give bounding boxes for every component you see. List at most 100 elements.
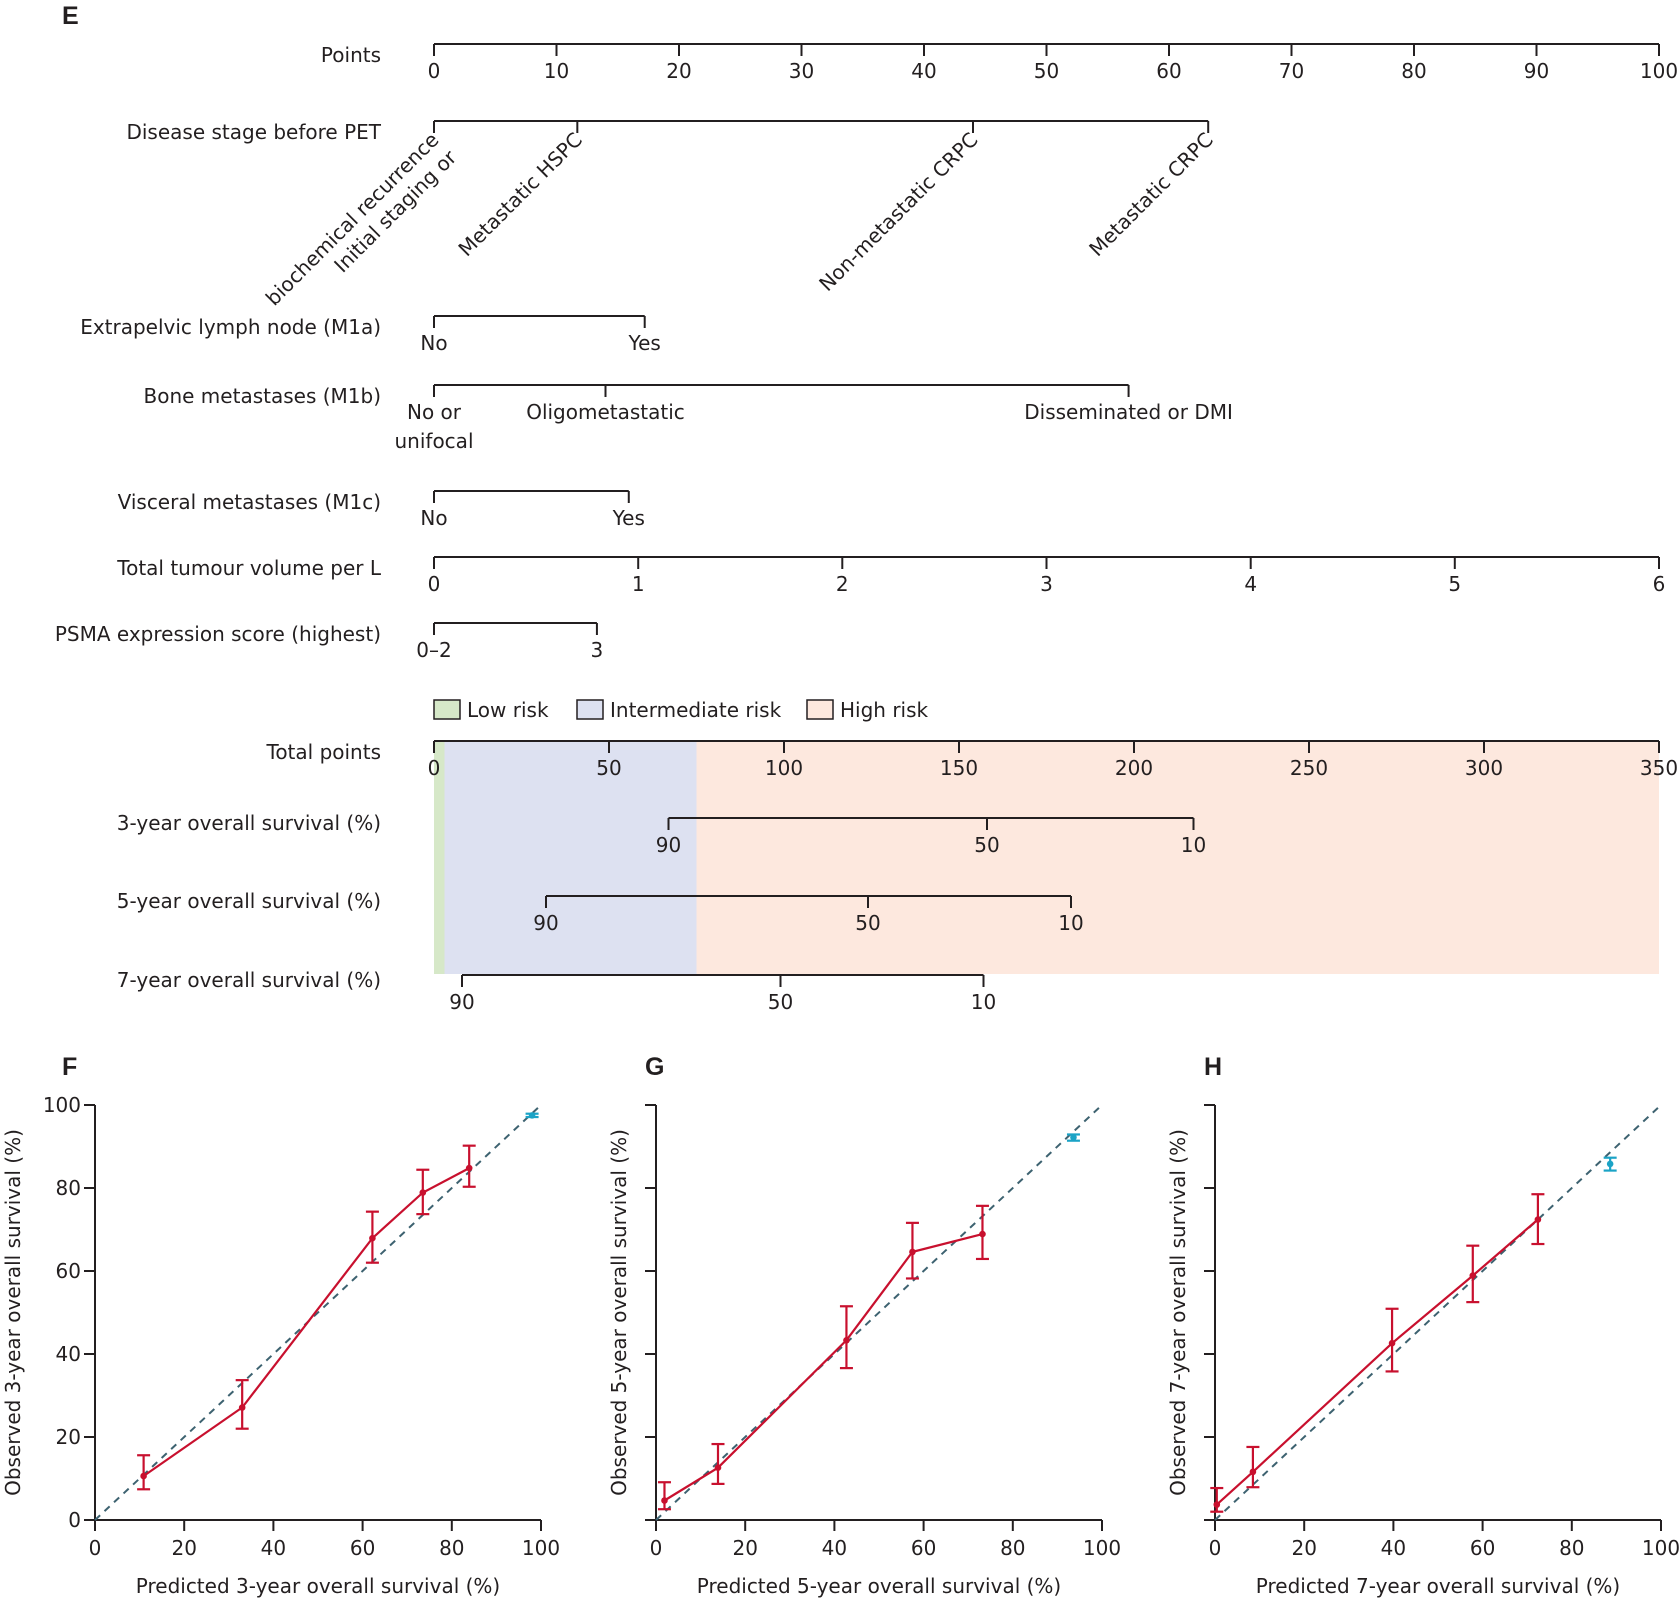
legend-label-low-risk: Low risk (467, 698, 549, 722)
calibration-point (661, 1497, 668, 1504)
legend-label-intermediate-risk: Intermediate risk (610, 698, 782, 722)
y-tick-label: 20 (56, 1425, 81, 1449)
3-year-overall-survival-tick-label: 10 (1181, 833, 1206, 857)
legend-swatch-high-risk (806, 699, 834, 720)
3-year-overall-survival-tick-label: 90 (656, 833, 681, 857)
calibration-point (1534, 1216, 1542, 1223)
disease-stage-before-pet-level-label: Metastatic CRPC (1084, 128, 1218, 262)
calibration-plot-g: 0 20 40 60 80 100 Predicted 5-year overall sur… (607, 1104, 1121, 1598)
points-tick-label: 50 (1034, 59, 1059, 83)
bone-metastases-m1b-level-label: No or (407, 400, 462, 424)
y-tick-label: 0 (68, 1508, 81, 1532)
reference-point (1070, 1134, 1077, 1141)
7-year-overall-survival-tick-label: 50 (768, 990, 793, 1014)
calibration-plot-h: 0 20 40 60 80 100 Predicted 7-year overall sur… (1166, 1104, 1680, 1598)
visceral-metastases-m1c-level-label: Yes (612, 506, 645, 530)
points-tick-label: 30 (789, 59, 814, 83)
x-tick-label: 80 (1559, 1536, 1584, 1560)
x-tick-label: 20 (732, 1536, 757, 1560)
calibration-line (1216, 1218, 1539, 1506)
calibration-point (1213, 1501, 1221, 1508)
total-tumour-volume-per-l-level-label: 3 (1040, 572, 1053, 596)
calibration-point (909, 1248, 916, 1256)
row-label-points: Points (321, 43, 381, 67)
ideal-calibration-line (655, 1104, 1103, 1521)
5-year-overall-survival-tick-label: 10 (1058, 911, 1083, 935)
legend-swatch-intermediate-risk (576, 699, 604, 720)
x-tick-label: 60 (911, 1536, 936, 1560)
total-points-tick-label: 0 (428, 756, 441, 780)
bone-metastases-m1b-level-label: Oligometastatic (526, 400, 685, 424)
total-points-tick-label: 200 (1115, 756, 1153, 780)
row-label-total-tumour-volume-per-l: Total tumour volume per L (116, 556, 382, 580)
total-points-tick-label: 250 (1290, 756, 1328, 780)
y-tick-label: 60 (56, 1259, 81, 1283)
row-label-total-points: Total points (266, 740, 382, 764)
total-tumour-volume-per-l-level-label: 0 (428, 572, 441, 596)
row-label-visceral-metastases-m1c: Visceral metastases (M1c) (118, 490, 381, 514)
x-axis-title: Predicted 5-year overall survival (%) (697, 1574, 1061, 1598)
risk-band-intermediate (444, 741, 697, 974)
calibration-point (419, 1189, 427, 1196)
visceral-metastases-m1c-level-label: No (420, 506, 447, 530)
risk-band-high (696, 741, 1659, 974)
x-tick-label: 100 (1083, 1536, 1121, 1560)
calibration-point (714, 1464, 722, 1472)
psma-expression-score-highest-level-label: 3 (591, 638, 604, 662)
ideal-calibration-line (1214, 1104, 1662, 1521)
points-tick-label: 100 (1640, 59, 1678, 83)
total-tumour-volume-per-l-level-label: 1 (632, 572, 645, 596)
row-label-3-year-overall-survival: 3-year overall survival (%) (117, 811, 381, 835)
level-text: Metastatic HSPC (453, 128, 586, 261)
psma-expression-score-highest-level-label: 0–2 (416, 638, 451, 662)
y-axis-title: Observed 5-year overall survival (%) (607, 1129, 631, 1496)
legend-swatch-low-risk (433, 699, 461, 720)
legend-label-high-risk: High risk (840, 698, 929, 722)
total-tumour-volume-per-l-level-label: 5 (1448, 572, 1461, 596)
x-axis-title: Predicted 7-year overall survival (%) (1256, 1574, 1620, 1598)
x-tick-label: 20 (1291, 1536, 1316, 1560)
x-tick-label: 100 (522, 1536, 560, 1560)
x-tick-label: 20 (171, 1536, 196, 1560)
extrapelvic-lymph-node-m1a-level-label: No (420, 331, 447, 355)
calibration-point (1469, 1272, 1477, 1279)
row-label-disease-stage-before-pet: Disease stage before PET (126, 120, 381, 144)
calibration-line (663, 1233, 983, 1502)
points-tick-label: 40 (911, 59, 936, 83)
panel-label-f: F (62, 1053, 77, 1081)
x-tick-label: 60 (1470, 1536, 1495, 1560)
x-tick-label: 40 (1381, 1536, 1406, 1560)
row-label-7-year-overall-survival: 7-year overall survival (%) (117, 968, 381, 992)
x-tick-label: 0 (89, 1536, 102, 1560)
x-tick-label: 0 (1209, 1536, 1222, 1560)
row-label-bone-metastases-m1b: Bone metastases (M1b) (144, 384, 381, 408)
calibration-plot-f: 0 20 40 60 80 100 0 20 40 60 80 100 Predicted 3-year… (1, 1093, 560, 1598)
total-points-tick-label: 150 (940, 756, 978, 780)
row-label-psma-expression-score-highest: PSMA expression score (highest) (55, 622, 381, 646)
points-tick-label: 70 (1279, 59, 1304, 83)
x-tick-label: 60 (350, 1536, 375, 1560)
x-tick-label: 100 (1642, 1536, 1680, 1560)
5-year-overall-survival-tick-label: 50 (855, 911, 880, 935)
extrapelvic-lymph-node-m1a-level-label: Yes (628, 331, 661, 355)
total-points-tick-label: 300 (1465, 756, 1503, 780)
disease-stage-before-pet-level-label: Non-metastatic CRPC (814, 128, 982, 296)
7-year-overall-survival-tick-label: 90 (449, 990, 474, 1014)
x-tick-label: 0 (650, 1536, 663, 1560)
x-tick-label: 40 (261, 1536, 286, 1560)
ideal-calibration-line (94, 1104, 542, 1521)
total-tumour-volume-per-l-level-label: 2 (836, 572, 849, 596)
points-tick-label: 90 (1524, 59, 1549, 83)
points-tick-label: 0 (428, 59, 441, 83)
calibration-point (238, 1404, 246, 1411)
y-tick-label: 100 (43, 1093, 81, 1117)
total-tumour-volume-per-l-level-label: 6 (1653, 572, 1666, 596)
row-label-extrapelvic-lymph-node-m1a: Extrapelvic lymph node (M1a) (80, 315, 381, 339)
level-text: biochemical recurrence (261, 128, 444, 311)
5-year-overall-survival-tick-label: 90 (533, 911, 558, 935)
total-points-tick-label: 50 (596, 756, 621, 780)
panel-label-h: H (1204, 1053, 1222, 1081)
3-year-overall-survival-tick-label: 50 (974, 833, 999, 857)
